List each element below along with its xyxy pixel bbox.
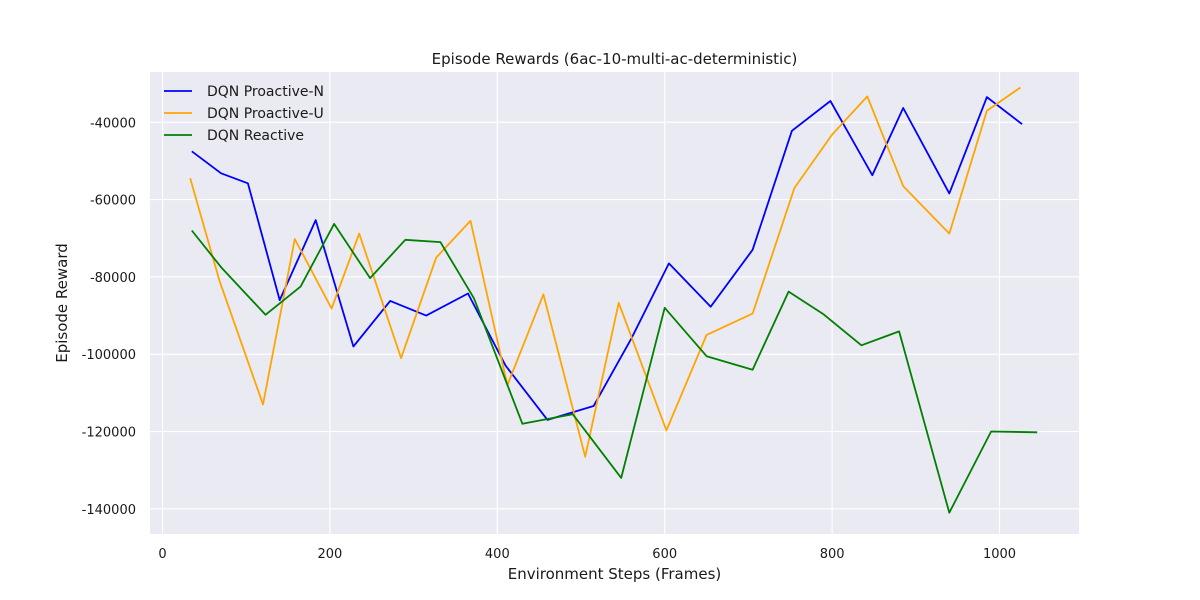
series-layer <box>189 86 1038 514</box>
y-tick-labels: -140000 -120000 -100000 -80000 -60000 -40000 <box>82 116 136 518</box>
plot-background <box>150 72 1079 534</box>
y-tick-label: -140000 <box>82 503 136 518</box>
x-tick-label: 1000 <box>983 547 1016 562</box>
legend-label: DQN Proactive-U <box>207 106 324 122</box>
legend: DQN Proactive-N DQN Proactive-U DQN Reacti… <box>164 84 324 144</box>
x-tick-label: 800 <box>820 547 845 562</box>
x-tick-label: 400 <box>485 547 510 562</box>
x-tick-labels: 0 200 400 600 800 1000 <box>158 547 1016 562</box>
x-tick-label: 600 <box>652 547 677 562</box>
y-tick-label: -60000 <box>90 194 136 209</box>
y-tick-label: -120000 <box>82 426 136 441</box>
y-axis-label: Episode Reward <box>53 243 71 363</box>
y-tick-label: -100000 <box>82 348 136 363</box>
series-line-dqn-proactive-u <box>189 86 1021 458</box>
series-line-dqn-proactive-n <box>191 96 1023 421</box>
y-tick-label: -40000 <box>90 116 136 131</box>
x-tick-label: 0 <box>158 547 166 562</box>
series-line-dqn-reactive <box>191 222 1038 514</box>
chart-title: Episode Rewards (6ac-10-multi-ac-determi… <box>432 50 798 68</box>
y-tick-label: -80000 <box>90 271 136 286</box>
legend-label: DQN Proactive-N <box>207 84 324 100</box>
x-axis-label: Environment Steps (Frames) <box>508 565 722 583</box>
x-tick-label: 200 <box>318 547 343 562</box>
grid <box>150 72 1079 534</box>
legend-label: DQN Reactive <box>207 128 304 144</box>
